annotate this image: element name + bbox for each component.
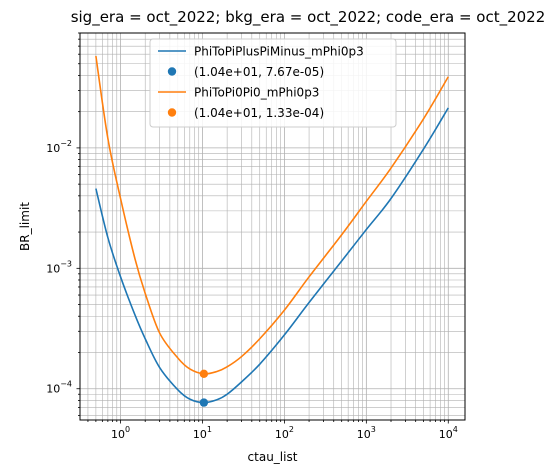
plot-series: [95, 55, 449, 407]
axis-ticks: 100 101 102 103 104 10−4 10−3 10−2: [46, 32, 458, 441]
legend-box: [149, 38, 397, 128]
legend-marker-swatch: [167, 108, 177, 117]
series-point: [199, 398, 209, 407]
legend-label: PhiToPiPlusPiMinus_mPhi0p3: [194, 45, 364, 59]
legend-label: (1.04e+01, 1.33e-04): [194, 106, 324, 120]
x-tick-label: 103: [357, 425, 376, 441]
x-axis-label: ctau_list: [248, 450, 298, 464]
legend-label: (1.04e+01, 7.67e-05): [194, 65, 324, 79]
y-tick-label: 10−4: [46, 380, 72, 396]
series-line: [95, 55, 449, 375]
x-tick-label: 100: [111, 425, 130, 441]
x-tick-label: 102: [275, 425, 294, 441]
x-tick-label: 101: [193, 425, 212, 441]
legend-label: PhiToPi0Pi0_mPhi0p3: [194, 86, 319, 100]
series-line: [95, 107, 449, 404]
y-axis-label: BR_limit: [18, 202, 32, 251]
legend-marker-swatch: [167, 67, 177, 76]
y-tick-label: 10−2: [46, 139, 72, 155]
y-tick-label: 10−3: [46, 259, 72, 275]
legend: PhiToPiPlusPiMinus_mPhi0p3 (1.04e+01, 7.6…: [149, 38, 397, 128]
plot-frame: [79, 32, 466, 421]
chart-title: sig_era = oct_2022; bkg_era = oct_2022; …: [71, 8, 546, 27]
x-tick-label: 104: [439, 425, 458, 441]
series-point: [199, 369, 209, 379]
